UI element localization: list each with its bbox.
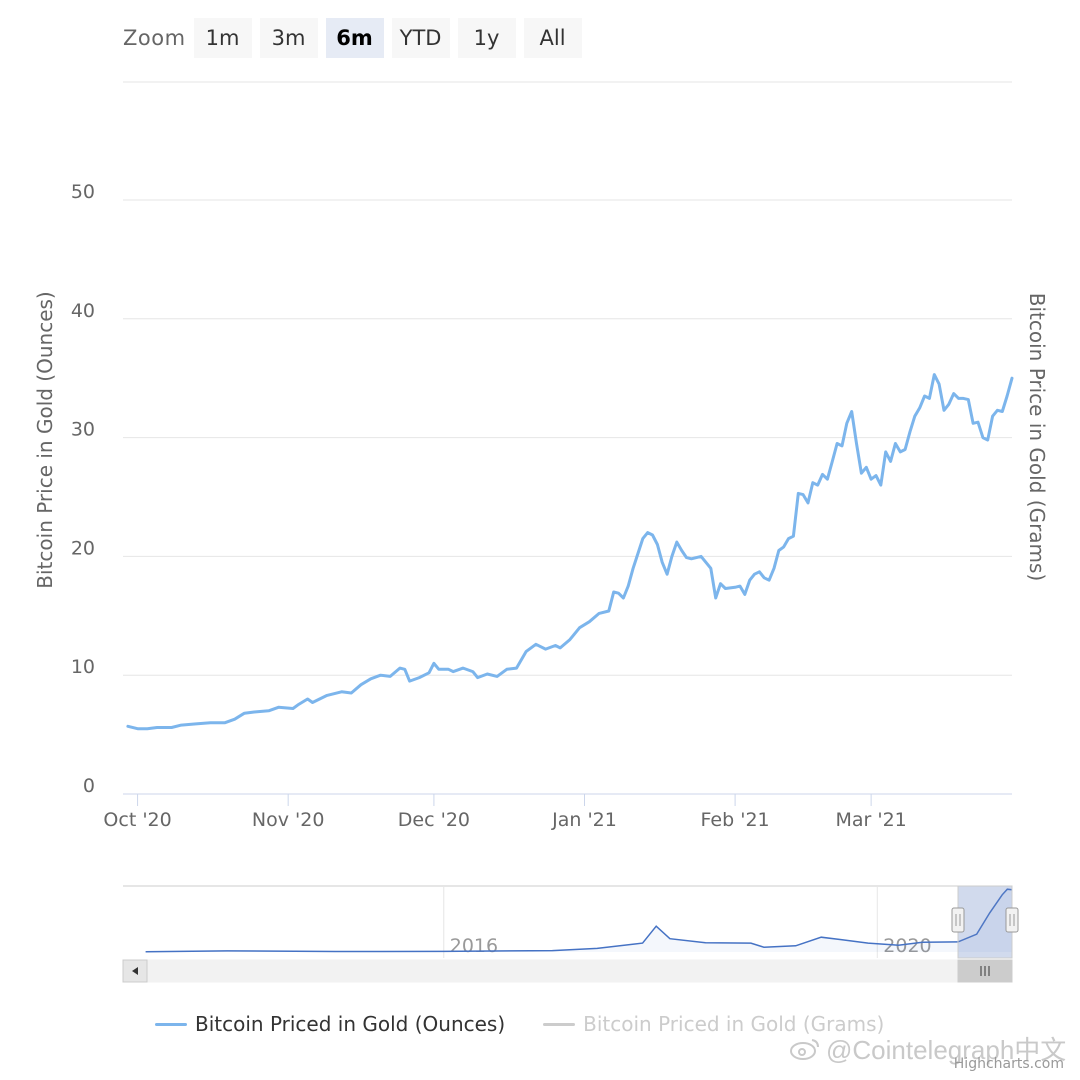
x-tick-label: Mar '21 — [835, 809, 906, 831]
x-axis: Oct '20 Nov '20 Dec '20 Jan '21 Feb '21 Mar '… — [103, 793, 1012, 831]
legend-label-ounces: Bitcoin Priced in Gold (Ounces) — [195, 1012, 506, 1036]
y-tick-label: 50 — [71, 181, 95, 203]
zoom-button-3m[interactable]: 3m — [259, 18, 318, 58]
y-axis-ticks: 0 10 20 30 40 50 — [71, 181, 95, 797]
legend-swatch-grams — [543, 1022, 576, 1026]
credits[interactable]: Highcharts.com — [953, 1056, 1064, 1072]
zoom-button-6m[interactable]: 6m — [325, 18, 384, 58]
zoom-toolbar: Zoom 1m 3m 6m YTD 1y All — [123, 18, 590, 58]
x-tick-label: Nov '20 — [252, 809, 325, 831]
chart: 0 10 20 30 40 50 Oct '20 Nov '20 Dec '20 Jan '21… — [33, 81, 1049, 983]
y-axis-right-label: Bitcoin Price in Gold (Grams) — [1025, 293, 1049, 582]
legend-label-grams: Bitcoin Priced in Gold (Grams) — [583, 1012, 885, 1036]
navigator-right-handle[interactable] — [1005, 907, 1019, 933]
x-tick-label: Oct '20 — [103, 809, 171, 831]
navigator-series-line — [145, 888, 1013, 953]
legend-swatch-ounces — [155, 1022, 187, 1026]
arrow-left-icon — [132, 967, 138, 975]
navigator-tick-label: 2020 — [883, 935, 931, 957]
zoom-label: Zoom — [123, 26, 186, 50]
navigator-left-handle[interactable] — [951, 907, 965, 933]
navigator[interactable]: 2016 2020 — [122, 885, 1019, 983]
series-line-ounces[interactable] — [126, 373, 1014, 731]
zoom-button-ytd[interactable]: YTD — [391, 18, 450, 58]
zoom-button-1m[interactable]: 1m — [193, 18, 252, 58]
y-tick-label: 20 — [71, 537, 95, 559]
zoom-button-all[interactable]: All — [523, 18, 582, 58]
navigator-tick-label: 2016 — [450, 935, 498, 957]
scrollbar-thumb[interactable] — [957, 959, 1013, 983]
weibo-icon — [790, 1038, 819, 1060]
legend-item-grams[interactable]: Bitcoin Priced in Gold (Grams) — [543, 1012, 884, 1036]
watermark: @Cointelegraph中文 — [790, 1030, 1066, 1067]
plot-area[interactable] — [126, 373, 1014, 731]
navigator-background — [123, 886, 1012, 958]
grid-lines — [123, 81, 1012, 795]
y-axis-left-label: Bitcoin Price in Gold (Ounces) — [33, 291, 57, 588]
zoom-button-1y[interactable]: 1y — [457, 18, 516, 58]
navigator-series-area — [145, 889, 1013, 952]
x-tick-label: Dec '20 — [398, 809, 470, 831]
watermark-text: @Cointelegraph中文 — [826, 1035, 1067, 1065]
y-tick-label: 30 — [71, 419, 95, 441]
y-tick-label: 40 — [71, 300, 95, 322]
x-tick-label: Feb '21 — [701, 809, 770, 831]
legend-item-ounces[interactable]: Bitcoin Priced in Gold (Ounces) — [155, 1012, 505, 1036]
navigator-selected-range[interactable] — [957, 885, 1013, 959]
legend: Bitcoin Priced in Gold (Ounces) Bitcoin … — [155, 1012, 922, 1036]
y-tick-label: 10 — [71, 656, 95, 678]
scrollbar-track[interactable] — [122, 959, 1013, 983]
y-tick-label: 0 — [83, 775, 95, 797]
scrollbar-left-button[interactable] — [122, 959, 148, 983]
x-tick-label: Jan '21 — [551, 809, 617, 831]
